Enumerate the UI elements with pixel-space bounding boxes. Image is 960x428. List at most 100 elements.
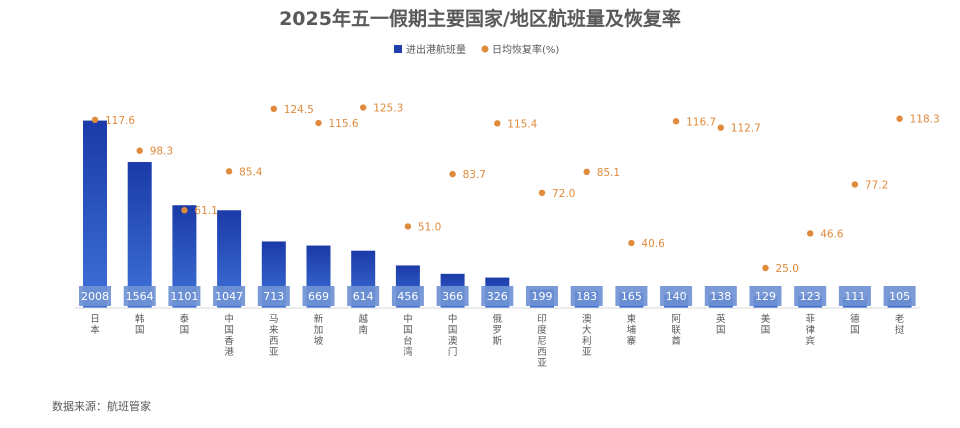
rate-point — [851, 181, 859, 188]
x-tick-label-char: 南 — [358, 324, 368, 336]
rate-value-label: 25.0 — [776, 263, 799, 275]
bar-label-box — [749, 286, 782, 306]
legend-bar-label: 进出港航班量 — [406, 43, 466, 56]
bars: 2008 1564 1101 1047 713 669 614 456 366 326 199 183… — [79, 120, 916, 308]
x-tick-label-char: 斯 — [493, 335, 503, 347]
legend: 进出港航班量 日均恢复率(%) — [394, 43, 559, 56]
rate-point — [136, 147, 143, 154]
rate-value-label: 116.7 — [686, 116, 716, 128]
x-tick-label-char: 国 — [716, 325, 726, 336]
x-tick-label-char: 联 — [671, 325, 681, 336]
rate-point — [91, 116, 99, 124]
rate-value-label: 61.1 — [194, 205, 217, 217]
x-tick-label-char: 酋 — [671, 335, 681, 347]
rate-point — [583, 168, 590, 176]
source-note: 数据来源：航班管家 — [52, 400, 151, 413]
chart-title: 2025年五一假期主要国家/地区航班量及恢复率 — [279, 8, 681, 30]
bar-value-label: 713 — [263, 290, 284, 303]
rate-points: 117.6 98.3 61.1 85.4 124.5 115.6 125.3 51.0 83.7… — [91, 103, 940, 275]
x-tick-label-char: 埔 — [627, 324, 637, 336]
bar-label-box — [615, 286, 648, 306]
rate-value-label: 115.6 — [329, 118, 359, 130]
x-tick-label-char: 本 — [90, 324, 100, 336]
x-tick-label-char: 英 — [716, 313, 726, 325]
bar-label-box — [436, 286, 469, 306]
x-tick-label-char: 罗 — [493, 325, 503, 336]
bar-value-label: 123 — [800, 290, 821, 303]
x-tick-label-char: 菲 — [805, 313, 815, 325]
x-tick-label-char: 律 — [805, 324, 815, 336]
x-tick-label-char: 中 — [448, 313, 458, 325]
x-tick-label-char: 大 — [582, 324, 592, 336]
x-tick-label-char: 美 — [761, 313, 771, 325]
x-tick-label-char: 日 — [90, 314, 100, 325]
rate-point — [717, 124, 724, 131]
bar-label-box — [481, 286, 514, 306]
x-tick-label-char: 越 — [358, 313, 368, 325]
rate-value-label: 83.7 — [463, 169, 486, 181]
bar-label-box — [123, 286, 156, 306]
rate-value-label: 118.3 — [910, 114, 940, 126]
bar-value-label: 105 — [889, 290, 910, 303]
bar-value-label: 2008 — [81, 290, 109, 303]
rate-point — [181, 207, 188, 214]
bar-label-box — [838, 286, 871, 306]
x-tick-label-char: 澳 — [582, 313, 592, 325]
x-tick-label-char: 中 — [403, 313, 413, 325]
x-tick-label-char: 来 — [269, 325, 279, 336]
bar-label-box — [570, 286, 603, 306]
x-tick-label-char: 尼 — [537, 336, 547, 347]
bar-value-label: 165 — [621, 290, 642, 303]
x-tick-label-char: 新 — [314, 313, 324, 325]
bar-label-box — [794, 286, 827, 306]
x-tick-label-char: 坡 — [314, 335, 324, 347]
bar-label-box — [526, 286, 558, 306]
rate-value-label: 51.0 — [418, 221, 441, 233]
x-tick-label-char: 台 — [403, 335, 413, 347]
bar-value-label: 183 — [576, 290, 597, 303]
bar — [83, 120, 107, 308]
x-tick-label-char: 湾 — [403, 346, 413, 358]
rate-value-label: 115.4 — [507, 118, 537, 130]
bar-label-box — [883, 286, 916, 306]
x-tick-label-char: 俄 — [493, 313, 503, 325]
bar-label-box — [257, 286, 290, 306]
x-tick-label-char: 西 — [269, 336, 279, 347]
x-tick-label-char: 寨 — [627, 335, 637, 347]
x-tick-label-char: 国 — [850, 325, 860, 336]
legend-rate-label: 日均恢复率(%) — [492, 43, 559, 56]
x-tick-label-char: 亚 — [582, 347, 592, 358]
bar-label-box — [660, 286, 693, 306]
x-tick-label-char: 澳 — [448, 335, 458, 347]
x-tick-label-char: 国 — [180, 325, 190, 336]
x-tick-label-char: 柬 — [627, 314, 637, 325]
bar-value-label: 326 — [487, 290, 508, 303]
x-tick-label-char: 挝 — [895, 324, 905, 336]
bar-value-label: 1047 — [215, 290, 243, 303]
rate-value-label: 117.6 — [105, 115, 135, 127]
x-tick-label-char: 国 — [403, 325, 413, 336]
bar-value-label: 1101 — [170, 290, 198, 303]
bar-value-label: 129 — [755, 290, 776, 303]
x-tick-label-char: 马 — [269, 314, 279, 325]
rate-point — [672, 118, 680, 125]
bar-value-label: 669 — [308, 290, 329, 303]
x-tick-label-char: 宾 — [805, 335, 815, 347]
rate-point — [225, 168, 233, 175]
x-tick-label-char: 国 — [761, 325, 771, 336]
rate-point — [896, 115, 903, 122]
rate-point — [494, 120, 501, 127]
bar-label-box — [704, 286, 737, 306]
bar-value-label: 1564 — [126, 290, 154, 303]
bar-value-label: 366 — [442, 290, 463, 303]
x-tick-label-char: 国 — [224, 325, 234, 336]
rate-value-label: 124.5 — [284, 104, 314, 116]
x-tick-label-char: 门 — [448, 346, 458, 358]
bar-value-label: 138 — [710, 290, 731, 303]
rate-value-label: 125.3 — [373, 103, 403, 115]
bar-value-label: 199 — [532, 290, 553, 303]
x-tick-label-char: 西 — [537, 347, 547, 358]
x-tick-label-char: 老 — [895, 313, 905, 325]
x-tick-label-char: 韩 — [135, 313, 145, 325]
